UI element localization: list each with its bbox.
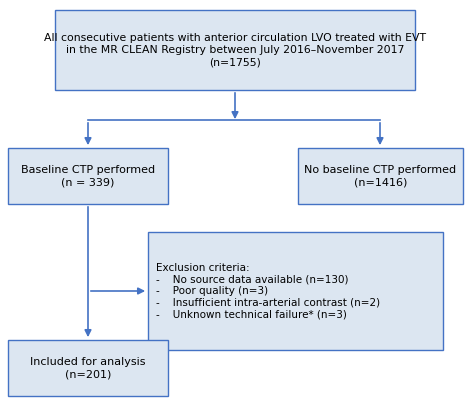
Text: Included for analysis: Included for analysis (30, 357, 146, 367)
Text: All consecutive patients with anterior circulation LVO treated with EVT: All consecutive patients with anterior c… (44, 33, 426, 43)
FancyBboxPatch shape (298, 148, 463, 204)
Text: (n=1755): (n=1755) (209, 57, 261, 67)
Text: Exclusion criteria:: Exclusion criteria: (156, 263, 250, 273)
Text: -    No source data available (n=130): - No source data available (n=130) (156, 274, 348, 285)
Text: -    Poor quality (n=3): - Poor quality (n=3) (156, 286, 268, 296)
Text: (n=201): (n=201) (65, 369, 111, 379)
Text: (n = 339): (n = 339) (61, 177, 115, 187)
Text: -    Insufficient intra-arterial contrast (n=2): - Insufficient intra-arterial contrast (… (156, 298, 380, 308)
FancyBboxPatch shape (8, 340, 168, 396)
FancyBboxPatch shape (148, 232, 443, 350)
FancyBboxPatch shape (8, 148, 168, 204)
FancyBboxPatch shape (55, 10, 415, 90)
Text: Baseline CTP performed: Baseline CTP performed (21, 165, 155, 175)
Text: No baseline CTP performed: No baseline CTP performed (304, 165, 456, 175)
Text: (n=1416): (n=1416) (354, 177, 407, 187)
Text: in the MR CLEAN Registry between July 2016–November 2017: in the MR CLEAN Registry between July 20… (66, 45, 404, 55)
Text: -    Unknown technical failure* (n=3): - Unknown technical failure* (n=3) (156, 309, 347, 319)
